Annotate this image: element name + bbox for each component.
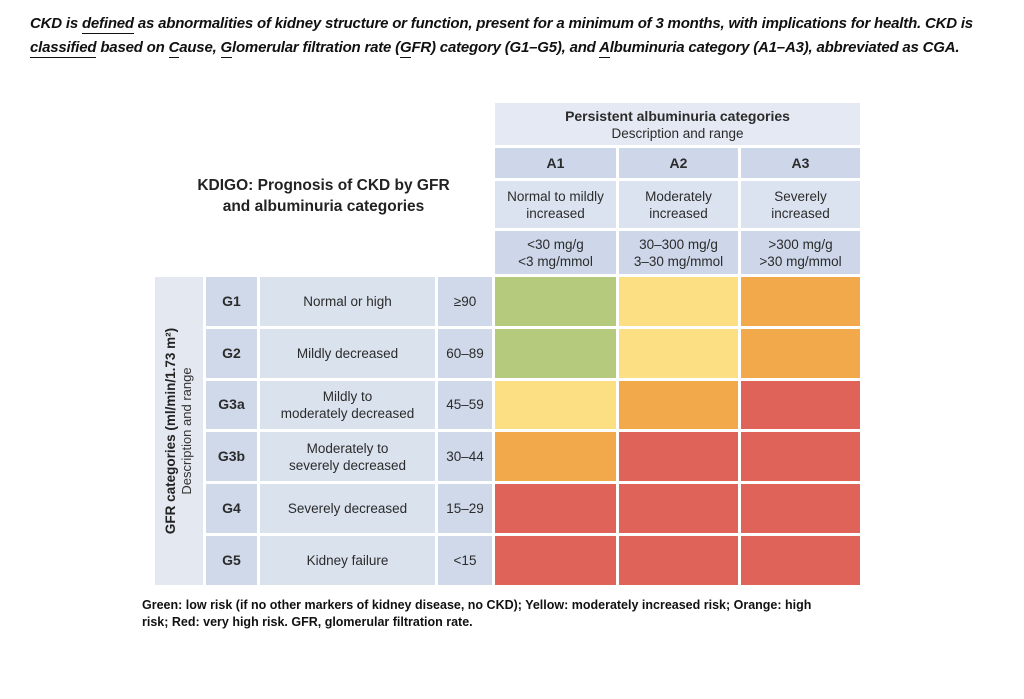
row-g3b-label: G3b (206, 432, 257, 482)
ckd-definition-paragraph: CKD is defined as abnormalities of kidne… (30, 12, 998, 60)
row-g2-range: 60–89 (438, 328, 492, 378)
intro-text-segment: as abnormalities of kidney structure or … (133, 15, 973, 32)
intro-underlined-defined: defined (81, 15, 134, 34)
intro-text-segment: lbuminuria category (A1–A3), abbreviated… (609, 39, 960, 56)
row-g1-label: G1 (206, 277, 257, 326)
gfr-axis-title: GFR categories (ml/min/1.73 m²) (163, 327, 178, 535)
risk-cell-g5-a2 (619, 535, 738, 585)
col-a3-description: Severely increased (741, 181, 860, 228)
risk-cell-g3b-a1 (495, 432, 616, 482)
kdigo-prognosis-table: KDIGO: Prognosis of CKD by GFR and album… (155, 103, 860, 585)
intro-text-segment: CKD is (30, 15, 82, 32)
risk-cell-g2-a3 (741, 328, 860, 378)
risk-cell-g3b-a3 (741, 432, 860, 482)
risk-cell-g3b-a2 (619, 432, 738, 482)
col-a1-description: Normal to mildly increased (495, 181, 616, 228)
risk-cell-g3a-a3 (741, 380, 860, 430)
col-label-a3: A3 (741, 148, 860, 178)
risk-cell-g2-a2 (619, 328, 738, 378)
risk-cell-g5-a1 (495, 535, 616, 585)
row-g2-description: Mildly decreased (260, 328, 435, 378)
intro-text-segment: based on (96, 39, 169, 56)
albuminuria-header-subtitle: Description and range (611, 125, 744, 141)
risk-cell-g3a-a1 (495, 380, 616, 430)
risk-cell-g2-a1 (495, 328, 616, 378)
col-label-a1: A1 (495, 148, 616, 178)
intro-underlined-gfr-g: G (399, 39, 412, 58)
albuminuria-header: Persistent albuminuria categories Descri… (495, 103, 860, 145)
intro-underlined-g: G (220, 39, 232, 58)
col-a2-description: Moderately increased (619, 181, 738, 228)
row-g4-description: Severely decreased (260, 484, 435, 533)
risk-cell-g1-a2 (619, 277, 738, 326)
gfr-axis-strip: GFR categories (ml/min/1.73 m²) Descript… (155, 277, 203, 585)
color-legend-footnote: Green: low risk (if no other markers of … (142, 598, 812, 629)
row-g3a-range: 45–59 (438, 380, 492, 430)
risk-cell-g4-a3 (741, 484, 860, 533)
risk-cell-g4-a2 (619, 484, 738, 533)
row-g4-range: 15–29 (438, 484, 492, 533)
risk-cell-g4-a1 (495, 484, 616, 533)
intro-text-segment: ause, (179, 39, 221, 56)
row-g5-range: <15 (438, 535, 492, 585)
row-g3b-range: 30–44 (438, 432, 492, 482)
risk-cell-g5-a3 (741, 535, 860, 585)
risk-cell-g1-a3 (741, 277, 860, 326)
row-g3a-description: Mildly to moderately decreased (260, 380, 435, 430)
col-a2-range: 30–300 mg/g 3–30 mg/mmol (619, 231, 738, 274)
albuminuria-header-title: Persistent albuminuria categories (565, 107, 790, 124)
row-g5-description: Kidney failure (260, 535, 435, 585)
risk-cell-g1-a1 (495, 277, 616, 326)
col-a1-range: <30 mg/g <3 mg/mmol (495, 231, 616, 274)
row-g3b-description: Moderately to severely decreased (260, 432, 435, 482)
row-g1-range: ≥90 (438, 277, 492, 326)
intro-text-segment: lomerular filtration rate ( (232, 39, 400, 56)
table-title: KDIGO: Prognosis of CKD by GFR and album… (155, 103, 492, 274)
intro-underlined-classified: classified (30, 39, 97, 58)
intro-underlined-a: A (599, 39, 610, 58)
row-g4-label: G4 (206, 484, 257, 533)
col-label-a2: A2 (619, 148, 738, 178)
gfr-axis-label: GFR categories (ml/min/1.73 m²) Descript… (163, 328, 195, 534)
row-g5-label: G5 (206, 535, 257, 585)
intro-text-segment: FR) category (G1–G5), and (411, 39, 600, 56)
row-g2-label: G2 (206, 328, 257, 378)
gfr-axis-subtitle: Description and range (179, 367, 194, 495)
col-a3-range: >300 mg/g >30 mg/mmol (741, 231, 860, 274)
risk-cell-g3a-a2 (619, 380, 738, 430)
row-g1-description: Normal or high (260, 277, 435, 326)
intro-underlined-c: C (168, 39, 180, 58)
row-g3a-label: G3a (206, 380, 257, 430)
